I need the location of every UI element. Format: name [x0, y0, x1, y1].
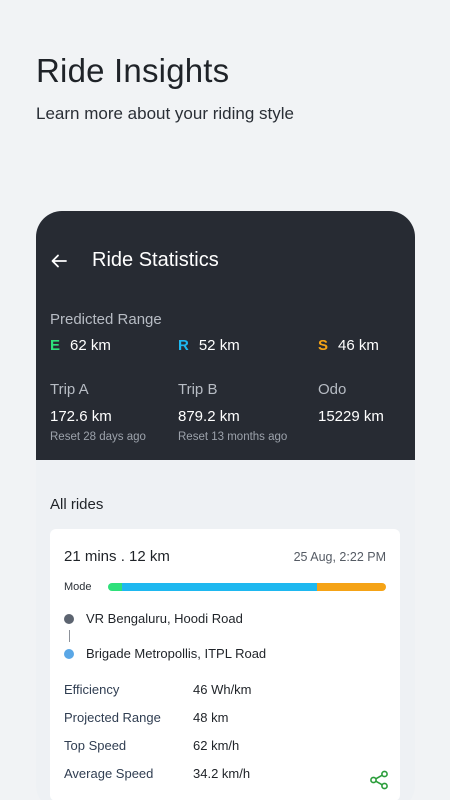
predicted-range-modes: E 62 km R 52 km S 46 km	[50, 337, 401, 359]
all-rides-title: All rides	[50, 496, 104, 513]
trip-a: Trip A 172.6 km Reset 28 days ago	[50, 381, 146, 443]
trip-value: 879.2 km	[178, 408, 240, 425]
ride-mode-row: Mode	[64, 581, 386, 593]
trip-label: Trip A	[50, 381, 89, 398]
start-dot-icon	[64, 613, 74, 624]
ride-duration-distance: 21 mins . 12 km	[64, 548, 170, 565]
end-location: Brigade Metropollis, ITPL Road	[86, 646, 267, 661]
screen-title: Ride Statistics	[92, 249, 219, 271]
stat-value: 48 km	[193, 709, 229, 725]
trip-label: Odo	[318, 381, 347, 398]
share-icon[interactable]	[368, 769, 390, 791]
start-location: VR Bengaluru, Hoodi Road	[86, 611, 243, 626]
stat-row-average-speed: Average Speed 34.2 km/h	[64, 759, 386, 787]
mode-sport: S 46 km	[318, 337, 379, 354]
route-connector	[68, 630, 70, 642]
trip-value: 15229 km	[318, 408, 384, 425]
mode-value: 46 km	[338, 337, 379, 354]
stat-row-top-speed: Top Speed 62 km/h	[64, 731, 386, 759]
trip-reset: Reset 13 months ago	[178, 431, 288, 443]
mode-label: Mode	[64, 581, 92, 593]
odometer: Odo 15229 km	[318, 381, 384, 425]
mode-value: 52 km	[198, 337, 240, 354]
mode-usage-segment	[121, 583, 317, 591]
end-dot-icon	[64, 648, 74, 659]
mode-eco: E 62 km	[50, 337, 111, 354]
stats-header-panel: Ride Statistics Predicted Range E 62 km R…	[36, 211, 415, 460]
stat-value: 46 Wh/km	[193, 681, 252, 697]
trip-value: 172.6 km	[50, 408, 112, 425]
route-end: Brigade Metropollis, ITPL Road	[64, 646, 386, 661]
arrow-left-icon[interactable]	[50, 252, 68, 270]
mode-letter: E	[50, 337, 61, 354]
predicted-range-label: Predicted Range	[50, 311, 162, 328]
top-bar: Ride Statistics	[50, 249, 219, 272]
phone-screen: Ride Statistics Predicted Range E 62 km R…	[36, 211, 415, 800]
ride-card-header: 21 mins . 12 km 25 Aug, 2:22 PM	[64, 548, 386, 565]
trip-label: Trip B	[178, 381, 218, 398]
stat-label: Average Speed	[64, 765, 154, 781]
stat-label: Projected Range	[64, 709, 161, 725]
route-start: VR Bengaluru, Hoodi Road	[64, 611, 386, 626]
page-title: Ride Insights	[36, 52, 230, 89]
stat-value: 34.2 km/h	[193, 765, 251, 781]
page-subtitle: Learn more about your riding style	[36, 104, 294, 123]
stat-value: 62 km/h	[193, 737, 240, 753]
ride-route: VR Bengaluru, Hoodi Road Brigade Metropo…	[64, 611, 386, 661]
mode-ride: R 52 km	[178, 337, 240, 354]
mode-letter: S	[318, 337, 329, 354]
mode-value: 62 km	[70, 337, 111, 354]
mode-letter: R	[178, 337, 189, 354]
trip-b: Trip B 879.2 km Reset 13 months ago	[178, 381, 287, 443]
stat-label: Efficiency	[64, 681, 120, 697]
ride-card[interactable]: 21 mins . 12 km 25 Aug, 2:22 PM Mode VR …	[50, 529, 400, 800]
mode-usage-bar	[108, 583, 386, 591]
ride-stats: Efficiency 46 Wh/km Projected Range 48 k…	[64, 675, 386, 787]
mode-usage-segment	[108, 583, 122, 591]
stat-label: Top Speed	[64, 737, 127, 753]
stat-row-efficiency: Efficiency 46 Wh/km	[64, 675, 386, 703]
mode-usage-segment	[316, 583, 386, 591]
stat-row-projected-range: Projected Range 48 km	[64, 703, 386, 731]
trip-reset: Reset 28 days ago	[50, 431, 146, 443]
ride-date: 25 Aug, 2:22 PM	[293, 550, 386, 564]
